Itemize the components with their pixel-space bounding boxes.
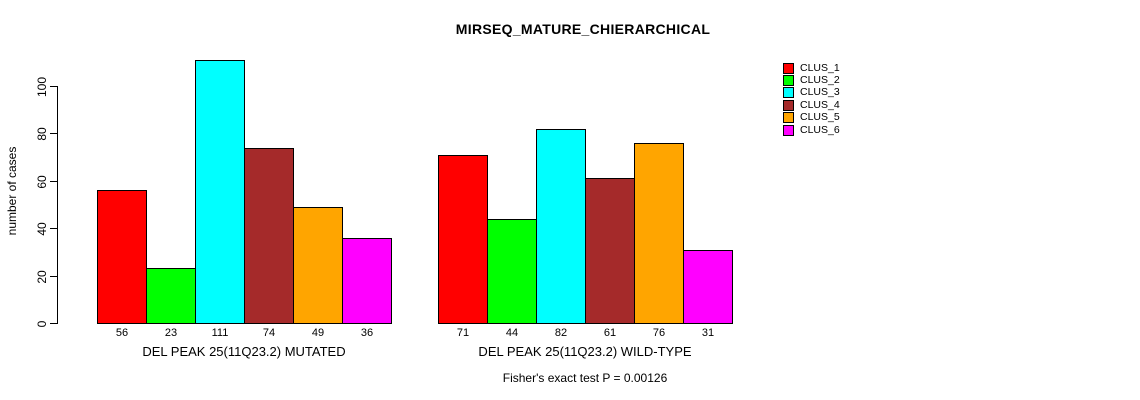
legend-label: CLUS_2 — [800, 74, 840, 87]
bar-clus_1-group1 — [97, 190, 147, 324]
bar-clus_4-group2 — [585, 178, 635, 324]
y-axis-tick — [50, 133, 57, 134]
bar-count-label: 74 — [262, 327, 276, 339]
chart-title: MIRSEQ_MATURE_CHIERARCHICAL — [455, 21, 711, 37]
legend-row-clus_5: CLUS_5 — [783, 112, 840, 124]
y-axis-tick-label: 60 — [35, 174, 49, 189]
bar-count-label: 23 — [164, 327, 178, 339]
y-axis-title: number of cases — [5, 146, 19, 236]
bar-count-label: 31 — [701, 327, 715, 339]
group-axis-label: DEL PEAK 25(11Q23.2) WILD-TYPE — [478, 344, 692, 359]
bar-clus_2-group1 — [146, 268, 196, 324]
legend-label: CLUS_5 — [800, 111, 840, 124]
y-axis-tick — [50, 323, 57, 324]
legend-swatch-clus_6 — [783, 124, 794, 136]
legend-row-clus_6: CLUS_6 — [783, 124, 840, 136]
bar-count-label: 82 — [554, 327, 568, 339]
bar-clus_2-group2 — [487, 219, 537, 324]
bar-clus_5-group2 — [634, 143, 684, 324]
bar-count-label: 56 — [115, 327, 129, 339]
bar-clus_5-group1 — [293, 207, 343, 324]
y-axis-tick — [50, 181, 57, 182]
legend-label: CLUS_3 — [800, 86, 840, 99]
legend-label: CLUS_4 — [800, 98, 840, 111]
bar-clus_6-group1 — [342, 238, 392, 324]
bar-count-label: 61 — [603, 327, 617, 339]
bar-count-label: 36 — [360, 327, 374, 339]
legend-row-clus_2: CLUS_2 — [783, 74, 840, 87]
bar-count-label: 76 — [652, 327, 666, 339]
y-axis-tick-label: 0 — [35, 320, 49, 327]
legend-row-clus_3: CLUS_3 — [783, 87, 840, 99]
bar-clus_3-group2 — [536, 129, 586, 324]
bar-clus_1-group2 — [438, 155, 488, 324]
y-axis-tick-label: 80 — [35, 126, 49, 141]
legend-swatch-clus_5 — [783, 112, 794, 124]
bar-clus_6-group2 — [683, 250, 733, 324]
y-axis-tick — [50, 86, 57, 87]
legend-label: CLUS_1 — [800, 61, 840, 74]
group-axis-label: DEL PEAK 25(11Q23.2) MUTATED — [142, 344, 346, 359]
y-axis-tick — [50, 276, 57, 277]
legend-swatch-clus_1 — [783, 62, 794, 74]
y-axis-tick — [50, 228, 57, 229]
y-axis-tick-label: 40 — [35, 221, 49, 236]
legend-swatch-clus_3 — [783, 87, 794, 99]
legend-swatch-clus_4 — [783, 99, 794, 111]
y-axis-tick-label: 100 — [35, 76, 49, 97]
bar-clus_3-group1 — [195, 60, 245, 324]
fisher-test-annotation: Fisher's exact test P = 0.00126 — [502, 371, 668, 385]
bar-count-label: 44 — [505, 327, 519, 339]
legend-row-clus_4: CLUS_4 — [783, 99, 840, 111]
y-axis-line — [57, 86, 58, 324]
legend-swatch-clus_2 — [783, 75, 794, 87]
legend: CLUS_1 CLUS_2 CLUS_3 CLUS_4 CLUS_5 CLUS_6 — [783, 62, 840, 136]
legend-row-clus_1: CLUS_1 — [783, 62, 840, 74]
bar-count-label: 71 — [456, 327, 470, 339]
bar-count-label: 111 — [211, 327, 229, 339]
bar-clus_4-group1 — [244, 148, 294, 324]
legend-label: CLUS_6 — [800, 123, 840, 136]
y-axis-tick-label: 20 — [35, 269, 49, 284]
bar-count-label: 49 — [311, 327, 325, 339]
